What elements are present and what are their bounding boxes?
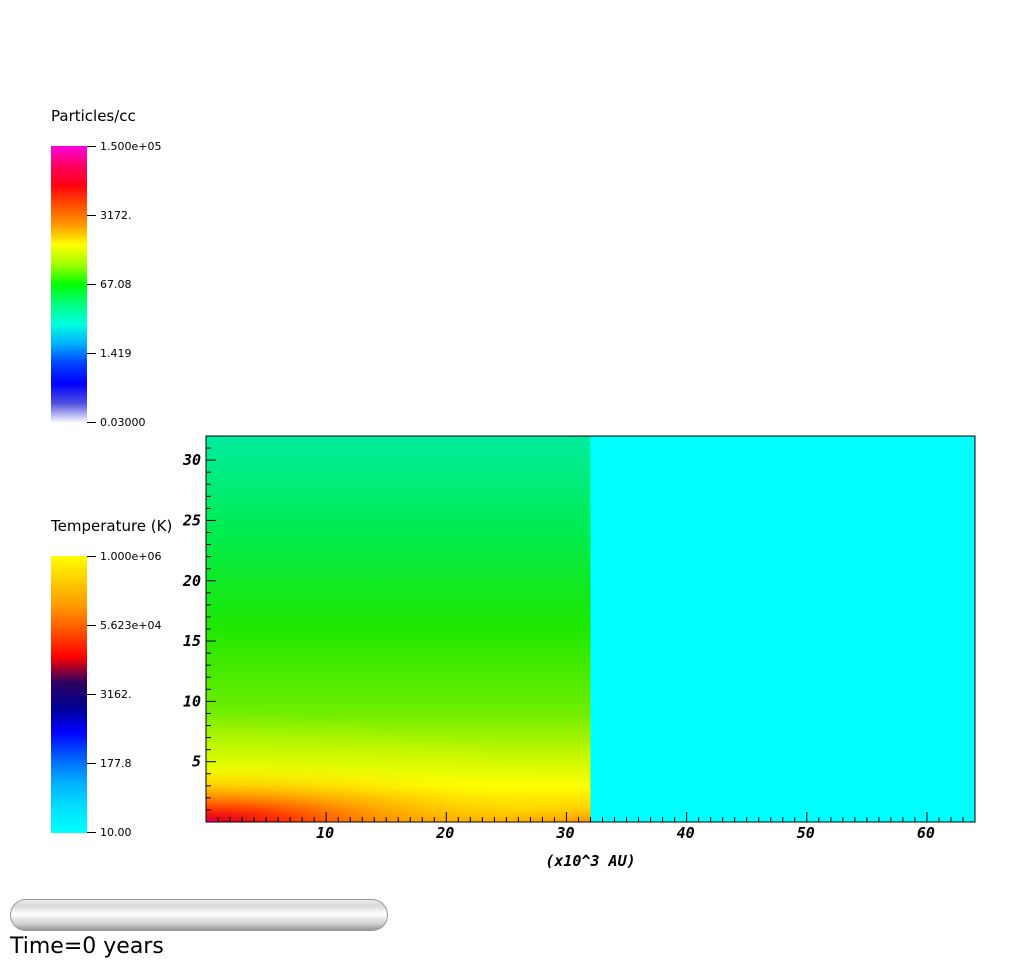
temperature-colorbar-title: Temperature (K) (51, 517, 173, 535)
time-label: Time=0 years (10, 934, 164, 959)
time-progress-slider[interactable] (10, 899, 388, 931)
colorbar-tick-mark (87, 832, 96, 833)
x-tick-label: 30 (555, 824, 574, 842)
temperature-tick-label: 177.8 (100, 757, 132, 770)
colorbar-tick-mark (87, 694, 96, 695)
heatmap-core-group (206, 436, 590, 822)
density-tick-label: 1.419 (100, 347, 132, 360)
temperature-tick-label: 10.00 (100, 826, 132, 839)
x-tick-label: 50 (797, 824, 815, 842)
y-tick-label: 5 (192, 753, 201, 771)
colorbar-tick-mark (87, 146, 96, 147)
heatmap-region-uniform (590, 436, 975, 822)
y-tick-label: 15 (183, 632, 201, 650)
x-axis-label: (x10^3 AU) (545, 852, 635, 870)
x-tick-label: 10 (316, 824, 334, 842)
density-colorbar-title: Particles/cc (51, 107, 136, 125)
colorbar-tick-mark (87, 763, 96, 764)
x-tick-label: 60 (917, 824, 935, 842)
temperature-colorbar (51, 556, 87, 833)
colorbar-tick-mark (87, 625, 96, 626)
x-tick-label: 40 (677, 824, 695, 842)
y-tick-label: 20 (182, 572, 201, 590)
colorbar-tick-mark (87, 284, 96, 285)
density-tick-label: 3172. (100, 209, 132, 222)
temperature-tick-label: 1.000e+06 (100, 550, 162, 563)
colorbar-tick-mark (87, 556, 96, 557)
density-colorbar (51, 146, 87, 423)
y-tick-label: 10 (183, 692, 201, 710)
colorbar-tick-mark (87, 353, 96, 354)
density-tick-label: 1.500e+05 (100, 140, 162, 153)
colorbar-tick-mark (87, 215, 96, 216)
density-tick-label: 67.08 (100, 278, 132, 291)
density-tick-label: 0.03000 (100, 416, 146, 429)
heatmap-core (206, 436, 590, 822)
temperature-tick-label: 3162. (100, 688, 132, 701)
y-tick-label: 30 (182, 451, 201, 469)
x-tick-label: 20 (435, 824, 454, 842)
y-tick-label: 25 (182, 511, 201, 529)
temperature-tick-label: 5.623e+04 (100, 619, 162, 632)
colorbar-tick-mark (87, 422, 96, 423)
